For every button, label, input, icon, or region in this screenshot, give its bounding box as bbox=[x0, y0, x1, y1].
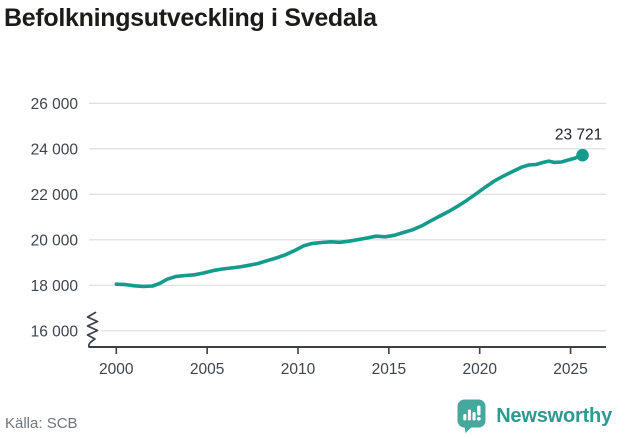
svg-text:2000: 2000 bbox=[99, 361, 134, 378]
svg-text:2020: 2020 bbox=[462, 361, 497, 378]
source-note: Källa: SCB bbox=[5, 415, 78, 432]
population-line-chart: 16 000 18 000 20 000 22 000 24 000 26 000 200… bbox=[31, 96, 606, 378]
y-axis-tick-labels: 16 000 18 000 20 000 22 000 24 000 26 000 bbox=[31, 96, 79, 340]
newsworthy-logo: Newsworthy bbox=[457, 399, 612, 434]
svg-text:20 000: 20 000 bbox=[31, 232, 79, 249]
svg-text:2015: 2015 bbox=[372, 361, 406, 378]
svg-text:2005: 2005 bbox=[190, 361, 224, 378]
page-title: Befolkningsutveckling i Svedala bbox=[4, 4, 377, 32]
svg-text:2010: 2010 bbox=[281, 361, 316, 378]
gridlines bbox=[89, 102, 606, 332]
svg-text:2025: 2025 bbox=[553, 361, 587, 378]
last-data-point-marker bbox=[576, 148, 589, 162]
newsworthy-barchart-exclamation-icon bbox=[457, 399, 486, 433]
end-value-label: 23 721 bbox=[555, 127, 602, 144]
axis-break-squiggle-icon bbox=[86, 311, 99, 348]
svg-text:26 000: 26 000 bbox=[31, 96, 79, 113]
line-series: 23 721 bbox=[114, 127, 602, 289]
svg-text:22 000: 22 000 bbox=[31, 187, 79, 204]
x-axis: 2000 2005 2010 2015 2020 2025 bbox=[89, 346, 606, 378]
svg-text:18 000: 18 000 bbox=[31, 278, 79, 295]
newsworthy-logo-text: Newsworthy bbox=[496, 405, 612, 427]
svg-text:24 000: 24 000 bbox=[31, 141, 79, 158]
svg-text:16 000: 16 000 bbox=[31, 323, 79, 340]
